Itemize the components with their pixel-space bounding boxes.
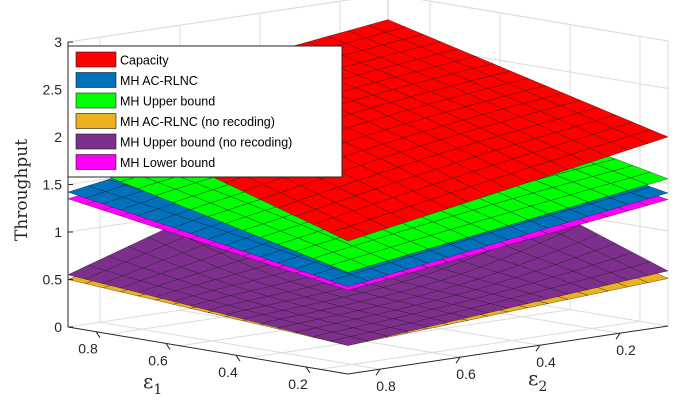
- z-axis-label: Throughput: [12, 139, 32, 241]
- z-tick-label: 2: [54, 129, 62, 145]
- eps2-tick-label: 0.6: [456, 366, 476, 382]
- eps2-axis-label: ε2: [528, 366, 547, 395]
- eps1-tick-label: 0.2: [288, 376, 308, 392]
- surface-cell-4: [330, 336, 369, 346]
- eps1-tick-mark: [95, 331, 101, 338]
- eps2-tick-label: 0.2: [616, 342, 636, 358]
- legend-swatch: [75, 72, 117, 88]
- z-tick-label: 1.5: [43, 177, 63, 193]
- eps1-tick-label: 0.4: [218, 364, 238, 380]
- floor-grid-line: [249, 309, 571, 359]
- legend-entry-label: MH Lower bound: [120, 156, 215, 170]
- eps2-axis-line: [347, 325, 669, 375]
- eps1-tick-label: 0.8: [78, 341, 98, 357]
- floor-grid-line: [99, 321, 381, 370]
- eps1-tick-mark: [305, 366, 311, 374]
- eps1-axis-label: ε1: [143, 369, 162, 398]
- legend-entry-label: MH Upper bound: [120, 95, 215, 109]
- legend-entry-label: MH AC-RLNC (no recoding): [120, 115, 275, 129]
- axes: 0 0.5 1 1.5 2 2.5 3 0.8 0.6 0.4 0.2 0.8 0.6 0.4 0.2: [43, 34, 669, 394]
- eps1-tick-mark: [165, 343, 171, 350]
- surface-cell-1: [329, 274, 369, 287]
- eps2-tick-mark: [455, 356, 461, 364]
- legend-swatch: [75, 113, 117, 129]
- eps1-axis-line: [67, 326, 349, 375]
- eps2-tick-mark: [535, 344, 541, 352]
- surface-cell-0: [329, 225, 369, 242]
- legend-entry-label: MH Upper bound (no recoding): [120, 136, 292, 150]
- z-tick-label: 0.5: [43, 272, 63, 288]
- eps2-tick-label: 0.8: [376, 378, 396, 394]
- eps2-tick-mark: [615, 332, 621, 340]
- z-tick-label: 3: [54, 34, 62, 50]
- eps2-tick-mark: [375, 368, 381, 376]
- legend-swatch: [75, 51, 117, 68]
- legend-swatch: [75, 92, 117, 109]
- eps1-subscript: 1: [153, 382, 162, 398]
- floor-grid-line: [319, 320, 641, 370]
- z-tick-label: 0: [54, 319, 62, 335]
- legend: Capacity MH AC-RLNC MH Upper bound MH AC-RL…: [67, 45, 343, 178]
- eps2-subscript: 2: [538, 379, 547, 395]
- legend-swatch: [75, 154, 117, 170]
- eps1-symbol: ε: [143, 369, 153, 393]
- eps2-symbol: ε: [528, 366, 538, 390]
- legend-entry-label: Capacity: [120, 54, 169, 68]
- z-tick-label: 2.5: [43, 82, 63, 98]
- legend-entry-label: MH AC-RLNC: [120, 74, 198, 88]
- surface-cell-2: [329, 259, 369, 273]
- z-tick-label: 1: [54, 224, 62, 240]
- legend-swatch: [75, 133, 117, 150]
- eps1-tick-label: 0.6: [148, 352, 168, 368]
- z-grid-line: [67, 0, 669, 43]
- eps1-tick-mark: [235, 354, 241, 362]
- eps2-tick-label: 0.4: [536, 354, 556, 370]
